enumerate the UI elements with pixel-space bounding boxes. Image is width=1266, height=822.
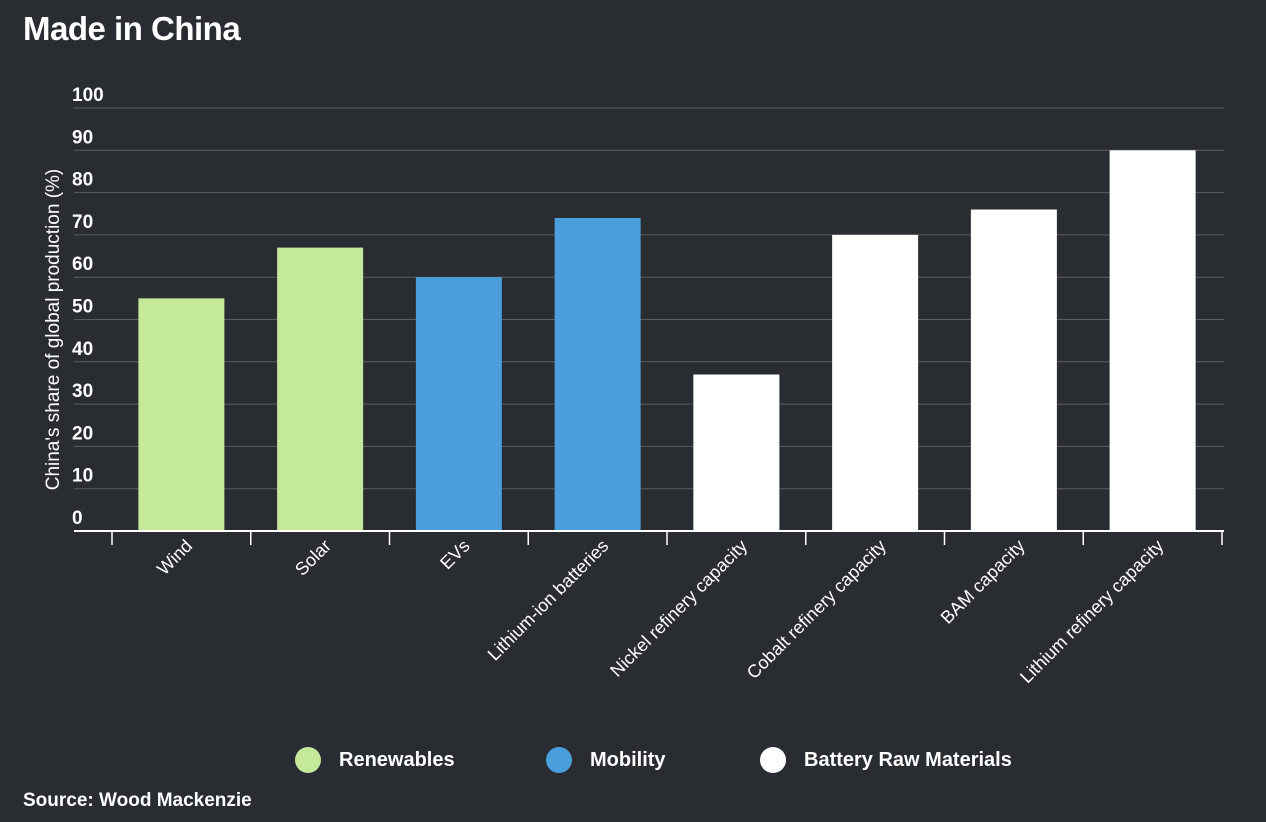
x-tick-label-evs: EVs xyxy=(436,536,473,573)
bar-bam-capacity xyxy=(970,209,1057,531)
y-tick-label-50: 50 xyxy=(72,297,93,318)
bar-solar xyxy=(277,247,364,531)
y-tick-label-20: 20 xyxy=(72,423,93,444)
legend-swatch-battery-raw-materials xyxy=(760,747,786,773)
y-axis-title: China's share of global production (%) xyxy=(43,169,64,491)
x-tick-label-bam-capacity: BAM capacity xyxy=(937,536,1029,628)
legend-item-mobility: Mobility xyxy=(546,744,666,776)
source-note: Source: Wood Mackenzie xyxy=(23,790,252,811)
bar-nickel-refinery-capacity xyxy=(693,374,780,531)
x-tick-label-lithium-refinery-capacity: Lithium refinery capacity xyxy=(1016,536,1167,687)
legend-label-mobility: Mobility xyxy=(590,748,666,771)
legend-swatch-mobility xyxy=(546,747,572,773)
y-tick-label-40: 40 xyxy=(72,339,93,360)
y-tick-label-80: 80 xyxy=(72,170,93,191)
y-tick-label-100: 100 xyxy=(72,85,104,106)
bar-lithium-ion-batteries xyxy=(554,217,641,532)
bar-wind xyxy=(138,298,225,531)
x-tick-label-wind: Wind xyxy=(153,536,196,579)
y-tick-label-70: 70 xyxy=(72,212,93,233)
y-tick-label-30: 30 xyxy=(72,381,93,402)
bar-chart: 0 10 20 30 40 50 60 70 80 90 100 China's share of g… xyxy=(43,85,1224,687)
legend-swatch-renewables xyxy=(295,747,321,773)
legend-item-battery-raw-materials: Battery Raw Materials xyxy=(760,744,1012,776)
x-tick-label-solar: Solar xyxy=(291,536,335,580)
bar-lithium-refinery-capacity xyxy=(1109,150,1196,532)
x-tick-label-lithium-ion-batteries: Lithium-ion batteries xyxy=(484,536,613,665)
chart-title: Made in China xyxy=(23,10,241,47)
legend: Renewables Mobility Battery Raw Material… xyxy=(0,744,1266,776)
legend-item-renewables: Renewables xyxy=(295,744,455,776)
legend-label-battery-raw-materials: Battery Raw Materials xyxy=(804,748,1012,771)
y-tick-label-90: 90 xyxy=(72,127,93,148)
legend-label-renewables: Renewables xyxy=(339,748,455,771)
y-tick-label-0: 0 xyxy=(72,508,83,529)
bar-cobalt-refinery-capacity xyxy=(832,234,919,531)
x-tick-label-nickel-refinery-capacity: Nickel refinery capacity xyxy=(606,536,751,681)
x-tick-label-cobalt-refinery-capacity: Cobalt refinery capacity xyxy=(743,536,890,683)
bar-evs xyxy=(415,277,502,531)
y-tick-label-10: 10 xyxy=(72,466,93,487)
y-tick-label-60: 60 xyxy=(72,254,93,275)
